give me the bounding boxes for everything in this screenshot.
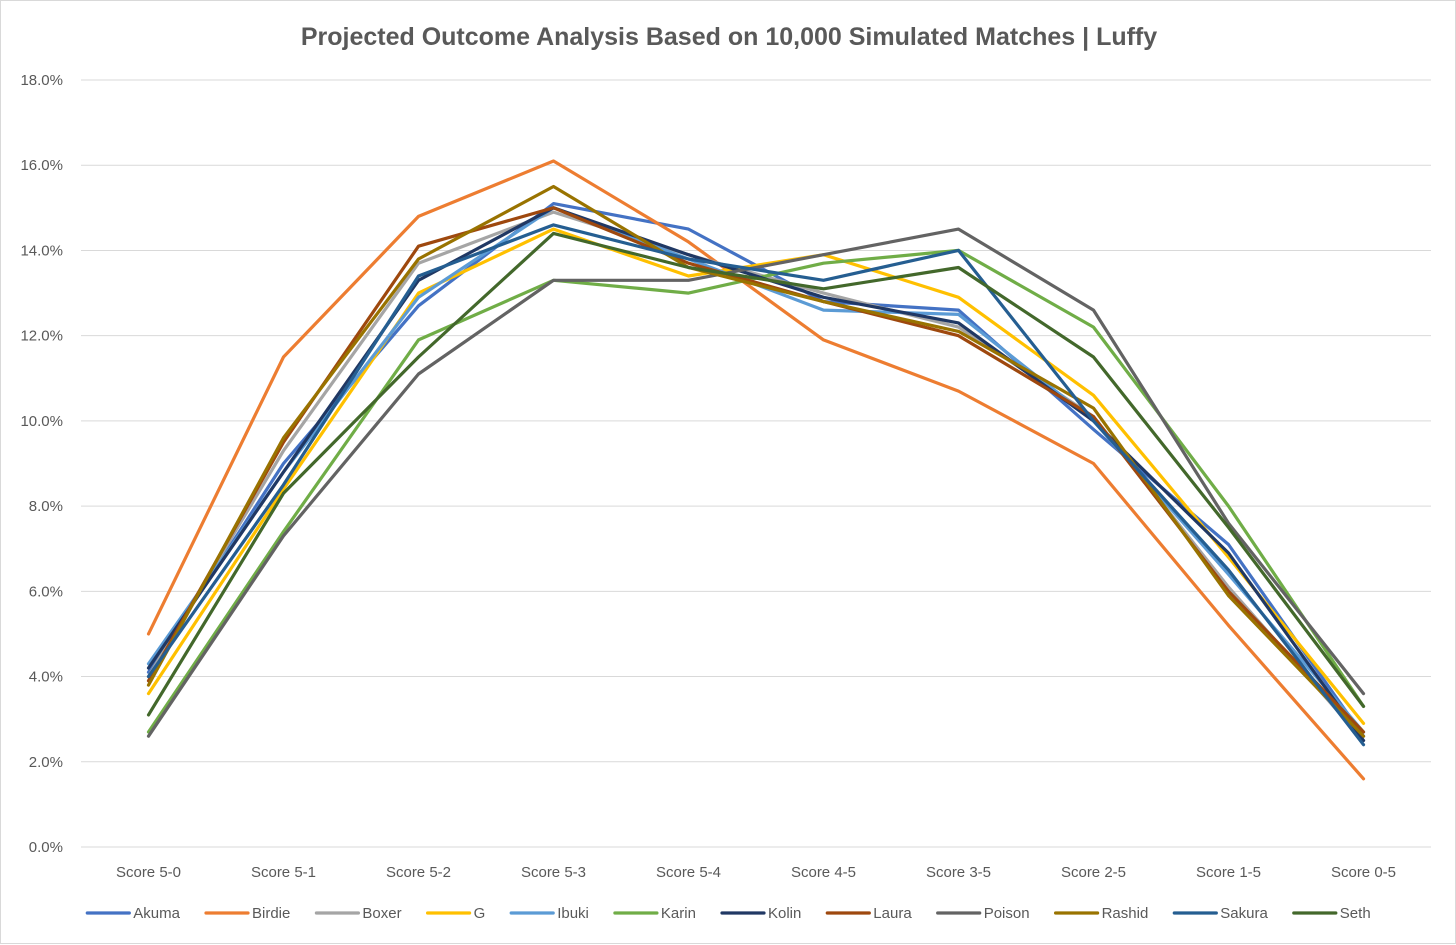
y-tick-label: 4.0%: [29, 669, 63, 686]
legend-label: Boxer: [362, 905, 401, 922]
x-tick-label: Score 5-3: [521, 864, 586, 881]
legend-label: Birdie: [252, 905, 290, 922]
legend-label: Akuma: [133, 905, 180, 922]
x-tick-label: Score 2-5: [1061, 864, 1126, 881]
x-tick-label: Score 5-1: [251, 864, 316, 881]
y-tick-label: 12.0%: [20, 328, 63, 345]
x-tick-label: Score 5-0: [116, 864, 181, 881]
legend-label: Kolin: [768, 905, 801, 922]
y-tick-label: 8.0%: [29, 498, 63, 515]
legend-label: Ibuki: [557, 905, 589, 922]
y-tick-label: 10.0%: [20, 413, 63, 430]
legend-item-laura: Laura: [825, 905, 912, 922]
y-axis-ticks: 0.0% 2.0% 4.0% 6.0% 8.0% 10.0% 12.0% 14.0% 16.0%…: [20, 72, 63, 856]
legend-item-poison: Poison: [936, 905, 1030, 922]
series-line-poison: [146, 227, 1366, 738]
series-line-sakura: [146, 223, 1366, 747]
y-tick-label: 0.0%: [29, 839, 63, 856]
x-tick-label: Score 3-5: [926, 864, 991, 881]
legend-item-karin: Karin: [613, 905, 696, 922]
legend-item-akuma: Akuma: [85, 905, 181, 922]
legend-label: Seth: [1340, 905, 1371, 922]
x-tick-label: Score 0-5: [1331, 864, 1396, 881]
legend-label: Rashid: [1102, 905, 1149, 922]
series-line-birdie: [146, 159, 1366, 781]
legend: Akuma Birdie Boxer G Ibuki Karin Kolin Laura Poi…: [85, 905, 1371, 922]
y-tick-label: 14.0%: [20, 242, 63, 259]
series-line-rashid: [146, 184, 1366, 738]
legend-label: Laura: [873, 905, 912, 922]
x-tick-label: Score 4-5: [791, 864, 856, 881]
y-tick-label: 16.0%: [20, 157, 63, 174]
y-tick-label: 2.0%: [29, 754, 63, 771]
legend-label: Karin: [661, 905, 696, 922]
legend-item-rashid: Rashid: [1053, 905, 1149, 922]
x-tick-label: Score 5-4: [656, 864, 721, 881]
legend-label: G: [474, 905, 486, 922]
x-tick-label: Score 5-2: [386, 864, 451, 881]
x-tick-label: Score 1-5: [1196, 864, 1261, 881]
legend-item-kolin: Kolin: [720, 905, 801, 922]
series-line-g: [146, 227, 1366, 726]
y-tick-label: 18.0%: [20, 72, 63, 89]
legend-item-birdie: Birdie: [204, 905, 290, 922]
series-line-karin: [146, 248, 1366, 734]
series-lines: [146, 159, 1366, 781]
chart-title: Projected Outcome Analysis Based on 10,0…: [301, 23, 1157, 51]
legend-item-seth: Seth: [1292, 905, 1371, 922]
legend-label: Poison: [984, 905, 1030, 922]
legend-item-g: G: [426, 905, 486, 922]
legend-item-boxer: Boxer: [314, 905, 402, 922]
x-axis-ticks: Score 5-0 Score 5-1 Score 5-2 Score 5-3 Scor…: [116, 864, 1396, 881]
legend-item-ibuki: Ibuki: [509, 905, 589, 922]
y-tick-label: 6.0%: [29, 583, 63, 600]
series-line-seth: [146, 231, 1366, 717]
series-line-kolin: [146, 206, 1366, 743]
legend-label: Sakura: [1220, 905, 1268, 922]
legend-item-sakura: Sakura: [1172, 905, 1268, 922]
